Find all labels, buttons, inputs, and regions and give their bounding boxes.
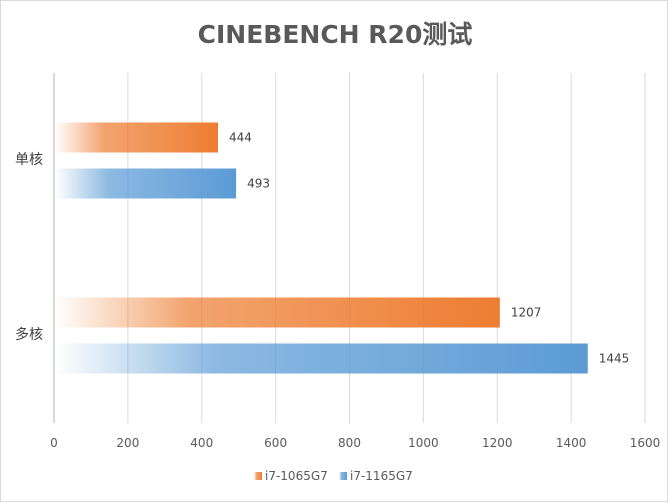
legend-swatch-i7-1165g7 (339, 472, 347, 480)
x-tick-label: 200 (116, 436, 139, 450)
category-label-multi-core: 多核 (15, 326, 43, 343)
legend: i7-1065G7 i7-1165G7 (254, 469, 413, 483)
data-label: 1207 (511, 306, 542, 320)
x-tick-label: 1400 (556, 436, 587, 450)
bar-i7-1065g7 (55, 297, 500, 328)
x-tick-label: 1000 (408, 436, 439, 450)
x-tick-label: 1600 (630, 436, 661, 450)
x-tick-label: 600 (264, 436, 287, 450)
legend-swatch-i7-1065g7 (254, 472, 262, 480)
x-tick-label: 0 (50, 436, 58, 450)
bars (55, 122, 588, 374)
data-label: 444 (229, 131, 252, 145)
x-tick-label: 1200 (482, 436, 513, 450)
bar-i7-1165g7 (55, 168, 237, 199)
data-label: 1445 (599, 352, 630, 366)
legend-label-i7-1165g7: i7-1165G7 (350, 469, 413, 483)
category-label-single-core: 单核 (15, 152, 43, 168)
legend-label-i7-1065g7: i7-1065G7 (265, 469, 328, 483)
chart-title: CINEBENCH R20测试 (198, 20, 473, 49)
value-labels: 444 493 1207 1445 (229, 131, 629, 366)
bar-i7-1165g7 (55, 343, 588, 374)
x-tick-labels: 0 200 400 600 800 1000 1200 1400 1600 (50, 436, 660, 450)
bar-i7-1065g7 (55, 122, 219, 153)
x-tick-label: 800 (338, 436, 361, 450)
data-label: 493 (247, 177, 270, 191)
x-tick-label: 400 (190, 436, 213, 450)
